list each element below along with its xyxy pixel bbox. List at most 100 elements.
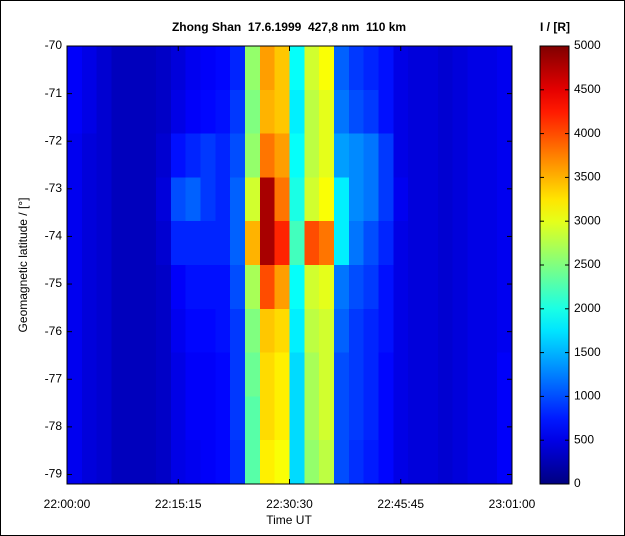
x-tick-label: 22:30:30 bbox=[266, 497, 313, 511]
colorbar-tick-label: 500 bbox=[574, 432, 594, 446]
heat-cell bbox=[156, 46, 172, 91]
heat-cell bbox=[363, 308, 380, 354]
heat-cell bbox=[334, 440, 350, 485]
heat-cell bbox=[170, 221, 187, 266]
heat-cell bbox=[81, 308, 98, 354]
heat-cell bbox=[81, 46, 98, 91]
heat-cell bbox=[467, 396, 483, 441]
heat-cell bbox=[230, 352, 246, 397]
heat-cell bbox=[497, 46, 513, 91]
heat-cell bbox=[482, 352, 498, 397]
heat-cell bbox=[185, 221, 202, 266]
heat-cell bbox=[170, 89, 187, 135]
heat-cell bbox=[467, 352, 483, 397]
heat-cell bbox=[215, 177, 231, 222]
heat-cell bbox=[230, 177, 246, 222]
heat-cell bbox=[245, 352, 261, 397]
heat-cell bbox=[408, 89, 424, 135]
heat-cell bbox=[96, 133, 113, 178]
heat-cell bbox=[67, 308, 83, 354]
heat-cell bbox=[245, 133, 261, 178]
heat-cell bbox=[378, 308, 394, 354]
heat-cell bbox=[304, 308, 320, 354]
heat-cell bbox=[467, 265, 483, 310]
heat-cell bbox=[334, 308, 350, 354]
y-tick-label: -79 bbox=[45, 467, 63, 481]
heat-cell bbox=[141, 440, 157, 485]
heat-cell bbox=[452, 46, 469, 91]
heat-cell bbox=[259, 177, 276, 222]
heat-cell bbox=[482, 440, 498, 485]
heat-cell bbox=[215, 46, 231, 91]
heat-cell bbox=[319, 440, 335, 485]
heat-cell bbox=[141, 308, 157, 354]
heat-cell bbox=[96, 46, 113, 91]
heat-cell bbox=[259, 440, 276, 485]
heat-cell bbox=[170, 308, 187, 354]
colorbar-tick-label: 1000 bbox=[574, 389, 601, 403]
heat-cell bbox=[378, 265, 394, 310]
heat-cell bbox=[245, 89, 261, 135]
heat-cell bbox=[319, 89, 335, 135]
heat-cell bbox=[467, 440, 483, 485]
heat-cell bbox=[200, 46, 216, 91]
heat-cell bbox=[81, 396, 98, 441]
heat-cell bbox=[334, 396, 350, 441]
colorbar-tick-label: 2500 bbox=[574, 257, 601, 271]
heat-cell bbox=[96, 221, 113, 266]
heat-cell bbox=[393, 177, 409, 222]
heat-cell bbox=[67, 221, 83, 266]
heat-cell bbox=[215, 265, 231, 310]
heat-cell bbox=[437, 46, 454, 91]
heatmap bbox=[67, 46, 513, 485]
heat-cell bbox=[408, 308, 424, 354]
heat-cell bbox=[245, 177, 261, 222]
heat-cell bbox=[170, 440, 187, 485]
x-tick-label: 23:01:00 bbox=[489, 497, 536, 511]
heat-cell bbox=[156, 133, 172, 178]
heat-cell bbox=[289, 440, 305, 485]
heat-cell bbox=[482, 133, 498, 178]
heat-cell bbox=[141, 221, 157, 266]
heat-cell bbox=[141, 46, 157, 91]
heat-cell bbox=[497, 352, 513, 397]
heat-cell bbox=[96, 440, 113, 485]
heat-cell bbox=[111, 221, 127, 266]
heat-cell bbox=[230, 89, 246, 135]
heat-cell bbox=[215, 352, 231, 397]
heat-cell bbox=[482, 265, 498, 310]
heat-cell bbox=[378, 221, 394, 266]
heat-cell bbox=[141, 352, 157, 397]
heat-cell bbox=[170, 46, 187, 91]
heat-cell bbox=[319, 308, 335, 354]
heat-cell bbox=[111, 308, 127, 354]
heat-cell bbox=[81, 221, 98, 266]
heat-cell bbox=[259, 133, 276, 178]
colorbar-tick-label: 0 bbox=[574, 476, 581, 490]
chart-title: Zhong Shan 17.6.1999 427,8 nm 110 km bbox=[172, 20, 406, 34]
heat-cell bbox=[111, 177, 127, 222]
heat-cell bbox=[200, 177, 216, 222]
heat-cell bbox=[156, 352, 172, 397]
heat-cell bbox=[289, 89, 305, 135]
heat-cell bbox=[126, 440, 142, 485]
heat-cell bbox=[156, 89, 172, 135]
heat-cell bbox=[304, 89, 320, 135]
heat-cell bbox=[245, 265, 261, 310]
heat-cell bbox=[126, 352, 142, 397]
heat-cell bbox=[126, 221, 142, 266]
heat-cell bbox=[185, 352, 202, 397]
heat-cell bbox=[170, 396, 187, 441]
heat-cell bbox=[467, 177, 483, 222]
heat-cell bbox=[363, 396, 380, 441]
heat-cell bbox=[378, 352, 394, 397]
heat-cell bbox=[141, 177, 157, 222]
heat-cell bbox=[170, 352, 187, 397]
heat-cell bbox=[111, 265, 127, 310]
heat-cell bbox=[245, 440, 261, 485]
heat-cell bbox=[437, 89, 454, 135]
heat-cell bbox=[378, 177, 394, 222]
heat-cell bbox=[348, 177, 365, 222]
heat-cell bbox=[67, 133, 83, 178]
heat-cell bbox=[259, 46, 276, 91]
